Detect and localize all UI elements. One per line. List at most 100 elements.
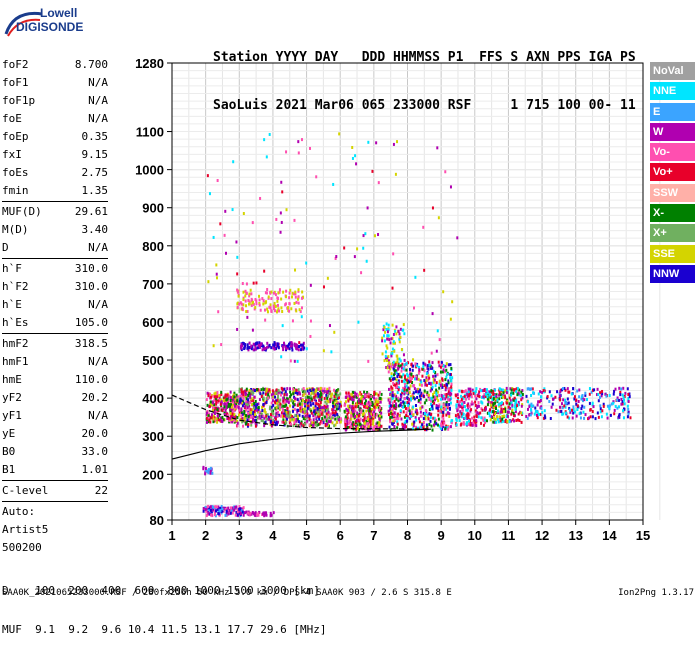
echo-point	[441, 421, 444, 425]
echo-point	[237, 290, 240, 294]
echo-point	[501, 410, 504, 414]
echo-point	[352, 395, 355, 399]
echo-point	[515, 398, 518, 402]
echo-point	[237, 294, 240, 298]
echo-point	[369, 397, 372, 401]
echo-point	[260, 394, 263, 398]
echo-point	[464, 389, 467, 393]
echo-point	[470, 400, 473, 404]
echo-point	[389, 428, 392, 432]
echo-point	[369, 420, 372, 424]
echo-point	[300, 405, 303, 409]
echo-point	[269, 423, 272, 427]
echo-point	[595, 393, 598, 397]
echo-point	[244, 294, 247, 298]
echo-point	[348, 420, 351, 424]
echo-point	[305, 387, 308, 391]
echo-point	[372, 396, 375, 400]
echo-point	[492, 392, 495, 396]
echo-point	[209, 420, 212, 424]
echo-point	[618, 405, 621, 409]
echo-point	[329, 414, 332, 418]
echo-point	[219, 402, 222, 406]
echo-point	[574, 410, 577, 414]
echo-point	[301, 290, 304, 294]
echo-point	[600, 394, 603, 398]
echo-point	[246, 345, 249, 349]
echo-point	[298, 391, 301, 395]
echo-point	[402, 400, 405, 404]
echo-point	[254, 414, 257, 418]
echo-point	[592, 405, 595, 409]
echo-point	[278, 400, 281, 404]
param-row: M(D) 3.40	[2, 221, 108, 239]
echo-point	[245, 415, 248, 419]
echo-point	[251, 414, 254, 418]
echo-point	[294, 295, 297, 299]
param-value: 20.2	[81, 391, 109, 404]
echo-point	[248, 391, 251, 395]
echo-point	[473, 391, 476, 395]
echo-point	[207, 467, 210, 471]
echo-point	[557, 410, 560, 414]
echo-point	[388, 413, 391, 417]
echo-point	[396, 357, 399, 361]
echo-point	[583, 416, 586, 420]
echo-point	[548, 390, 551, 394]
echo-point	[541, 390, 544, 394]
echo-point	[367, 359, 370, 363]
echo-point	[538, 412, 541, 416]
echo-point	[405, 411, 408, 415]
echo-point	[599, 391, 602, 395]
echo-point	[404, 425, 407, 429]
echo-point	[410, 372, 413, 376]
echo-point	[281, 310, 284, 314]
echo-point	[509, 406, 512, 410]
echo-point	[460, 402, 463, 406]
echo-point	[377, 400, 380, 404]
echo-point	[504, 420, 507, 424]
echo-point	[411, 407, 414, 411]
param-row: MUF(D) 29.61	[2, 203, 108, 221]
echo-point	[465, 391, 468, 395]
echo-point	[207, 471, 210, 475]
echo-point	[245, 397, 248, 401]
legend-item: NoVal	[650, 62, 695, 80]
echo-point	[420, 380, 423, 384]
echo-point	[322, 391, 325, 395]
echo-point	[367, 140, 370, 144]
echo-point	[254, 400, 257, 404]
echo-point	[315, 388, 318, 392]
echo-point	[602, 402, 605, 406]
echo-point	[346, 408, 349, 412]
echo-point	[220, 400, 223, 404]
echo-point	[336, 396, 339, 400]
echo-point	[424, 412, 427, 416]
echo-point	[236, 327, 239, 331]
echo-point	[283, 393, 286, 397]
echo-point	[459, 404, 462, 408]
echo-point	[350, 392, 353, 396]
echo-point	[370, 412, 373, 416]
echo-point	[497, 420, 500, 424]
echo-point	[282, 341, 285, 345]
echo-point	[286, 387, 289, 391]
echo-point	[608, 406, 611, 410]
echo-point	[314, 404, 317, 408]
echo-point	[255, 281, 258, 285]
echo-point	[331, 411, 334, 415]
echo-point	[520, 411, 523, 415]
echo-point	[438, 382, 441, 386]
echo-point	[354, 405, 357, 409]
echo-point	[232, 409, 235, 413]
echo-point	[445, 375, 448, 379]
echo-point	[432, 369, 435, 373]
echo-point	[357, 418, 360, 422]
echo-point	[263, 424, 266, 428]
echo-point	[322, 406, 325, 410]
echo-point	[454, 414, 457, 418]
echo-point	[396, 426, 399, 430]
echo-point	[290, 307, 293, 311]
auto-scaling-line: Artist5	[2, 523, 49, 536]
echo-point	[459, 410, 462, 414]
